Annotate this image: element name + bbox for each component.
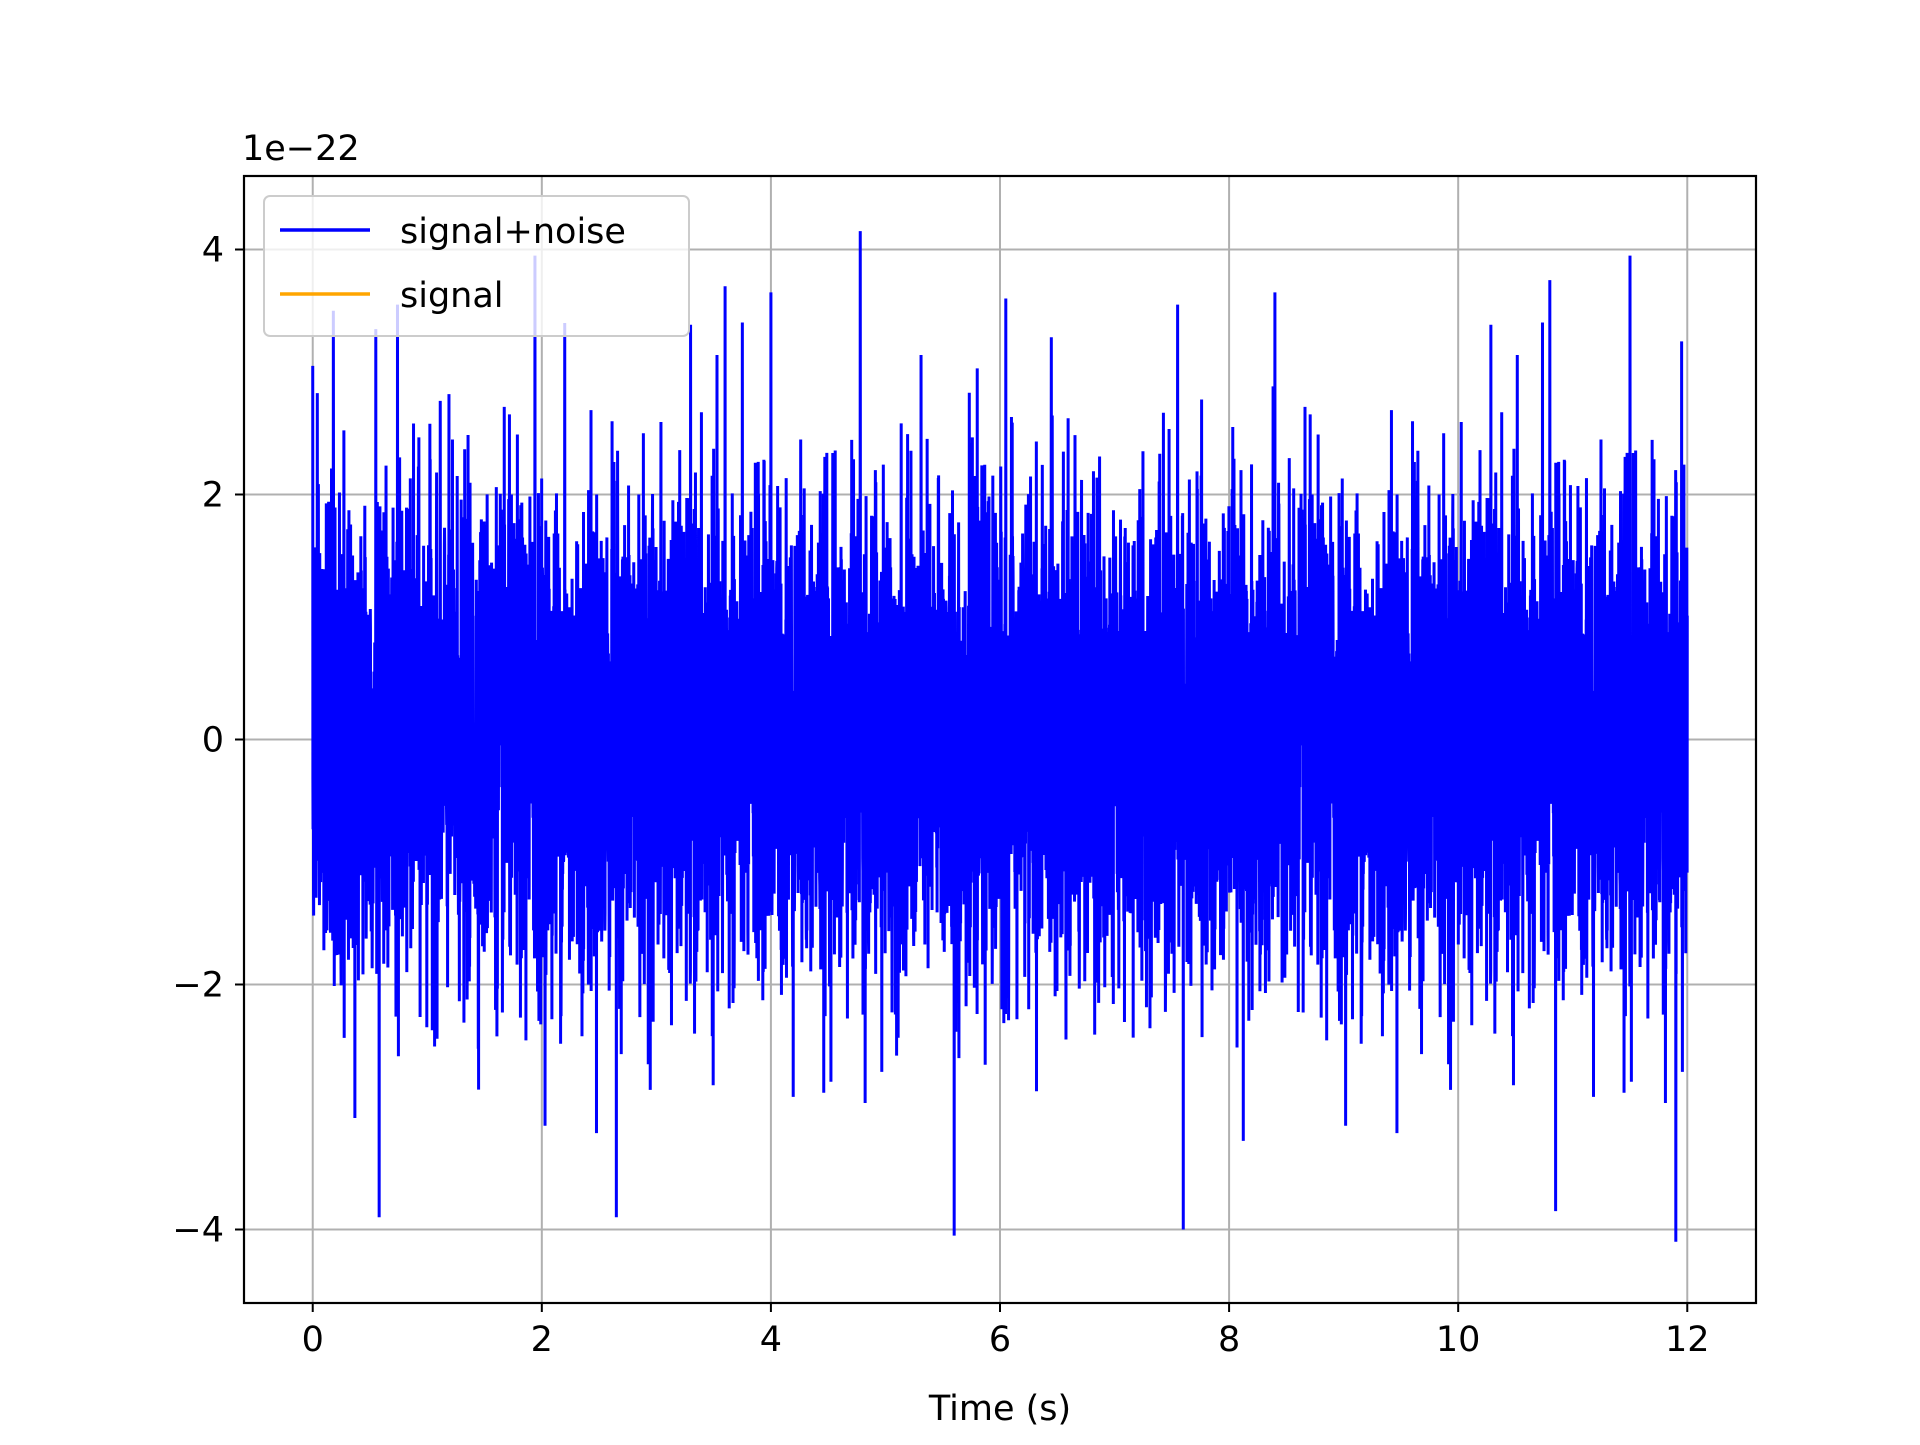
x-tick-label: 6 [989, 1320, 1011, 1360]
x-axis-title: Time (s) [928, 1389, 1071, 1429]
legend: signal+noise signal [263, 195, 690, 337]
x-axis-ticks: 0 2 4 6 8 10 12 [302, 1303, 1710, 1360]
y-axis-ticks: −4 −2 0 2 4 [172, 231, 244, 1251]
x-tick-label: 0 [302, 1320, 324, 1360]
x-tick-label: 2 [531, 1320, 553, 1360]
y-tick-label: −2 [172, 966, 224, 1006]
y-offset-label: 1e−22 [242, 129, 360, 169]
plot-layer [311, 231, 1689, 1242]
series-line-signal-noise [311, 231, 1689, 1242]
legend-label-signal: signal [400, 276, 504, 316]
legend-label-signal-noise: signal+noise [400, 212, 626, 252]
x-tick-label: 10 [1436, 1320, 1481, 1360]
y-tick-label: 4 [202, 231, 224, 271]
y-tick-label: 0 [202, 721, 224, 761]
x-tick-label: 8 [1218, 1320, 1240, 1360]
legend-box [263, 195, 690, 337]
y-tick-label: −4 [172, 1211, 224, 1251]
x-tick-label: 12 [1665, 1320, 1710, 1360]
x-tick-label: 4 [760, 1320, 782, 1360]
y-tick-label: 2 [202, 476, 224, 516]
